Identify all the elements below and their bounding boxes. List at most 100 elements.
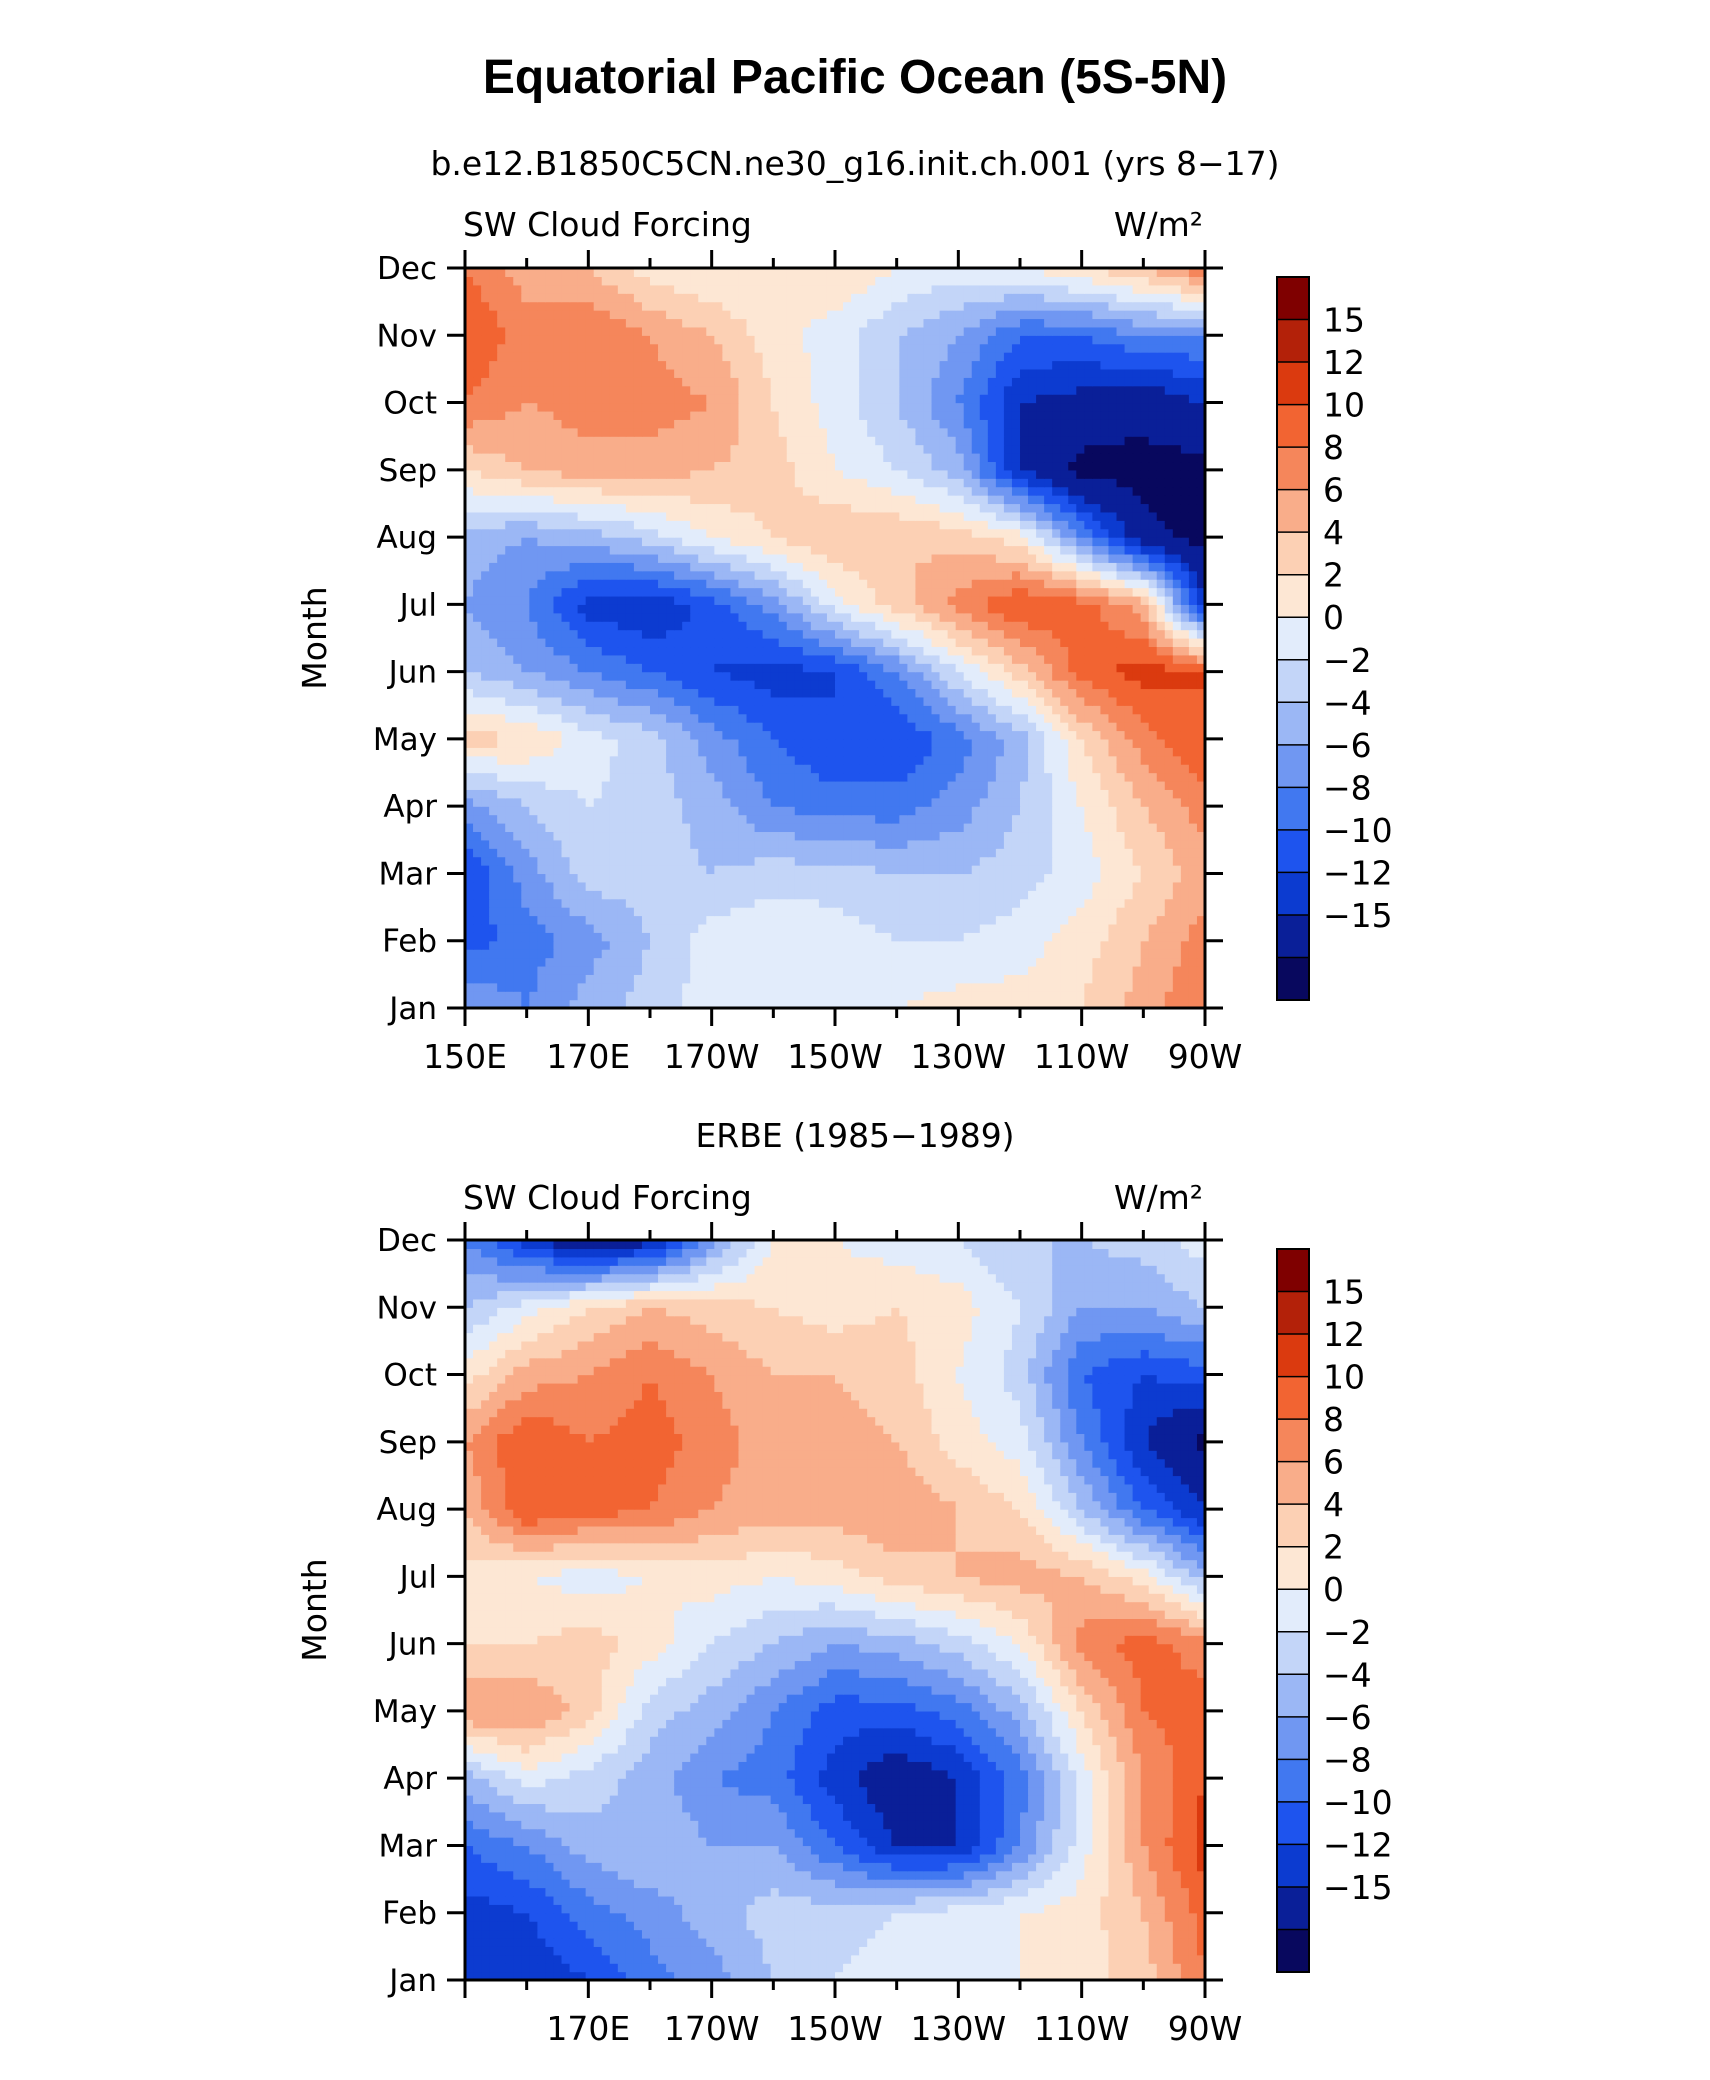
contour-cell [666, 789, 675, 798]
contour-cell [803, 722, 812, 731]
contour-cell [1036, 722, 1045, 731]
contour-cell [1092, 596, 1101, 605]
contour-cell [1125, 672, 1134, 681]
contour-cell [1157, 731, 1166, 740]
contour-cell [867, 840, 876, 849]
contour-cell [545, 688, 554, 697]
contour-cell [1181, 941, 1190, 950]
contour-cell [1036, 848, 1045, 857]
contour-cell [843, 739, 852, 748]
contour-cell [1036, 882, 1045, 891]
contour-cell [1068, 806, 1077, 815]
contour-cell [932, 865, 941, 874]
contour-cell [988, 899, 997, 908]
contour-cell [1157, 655, 1166, 664]
contour-cell [730, 697, 739, 706]
contour-cell [738, 865, 747, 874]
contour-cell [1165, 714, 1174, 723]
contour-cell [787, 882, 796, 891]
contour-cell [1060, 739, 1069, 748]
contour-cell [553, 571, 562, 580]
contour-cell [827, 571, 836, 580]
contour-cell [1117, 579, 1126, 588]
contour-cell [658, 646, 667, 655]
contour-cell [497, 991, 506, 1000]
contour-cell [771, 890, 780, 899]
contour-cell [956, 966, 965, 975]
contour-cell [1076, 747, 1085, 756]
contour-cell [690, 831, 699, 840]
contour-cell [521, 899, 530, 908]
contour-cell [867, 798, 876, 807]
contour-cell [505, 949, 514, 958]
contour-cell [1012, 907, 1021, 916]
contour-cell [940, 739, 949, 748]
contour-cell [940, 924, 949, 933]
contour-cell [1141, 554, 1150, 563]
contour-cell [980, 991, 989, 1000]
contour-cell [988, 781, 997, 790]
contour-cell [594, 916, 603, 925]
contour-cell [1181, 579, 1190, 588]
contour-cell [578, 941, 587, 950]
contour-cell [618, 655, 627, 664]
contour-cell [1100, 966, 1109, 975]
contour-cell [899, 916, 908, 925]
contour-cell [473, 798, 482, 807]
contour-cell [956, 680, 965, 689]
contour-cell [497, 764, 506, 773]
contour-cell [553, 756, 562, 765]
contour-cell [722, 899, 731, 908]
contour-cell [763, 554, 772, 563]
contour-cell [907, 588, 916, 597]
contour-cell [714, 764, 723, 773]
contour-cell [1141, 773, 1150, 782]
contour-cell [779, 747, 788, 756]
contour-cell [594, 739, 603, 748]
contour-cell [980, 630, 989, 639]
contour-cell [1044, 596, 1053, 605]
contour-cell [747, 773, 756, 782]
contour-cell [626, 916, 635, 925]
contour-cell [626, 739, 635, 748]
contour-cell [658, 621, 667, 630]
contour-cell [1108, 949, 1117, 958]
contour-cell [811, 604, 820, 613]
contour-cell [1020, 588, 1029, 597]
contour-cell [1012, 974, 1021, 983]
contour-cell [610, 630, 619, 639]
contour-cell [1173, 638, 1182, 647]
contour-cell [1181, 621, 1190, 630]
contour-cell [626, 722, 635, 731]
contour-cell [674, 966, 683, 975]
contour-cell [932, 949, 941, 958]
contour-cell [586, 823, 595, 832]
contour-cell [1173, 873, 1182, 882]
contour-cell [489, 571, 498, 580]
contour-cell [747, 890, 756, 899]
contour-cell [497, 781, 506, 790]
contour-cell [803, 907, 812, 916]
contour-cell [682, 680, 691, 689]
contour-cell [907, 621, 916, 630]
contour-cell [666, 798, 675, 807]
contour-cell [1181, 831, 1190, 840]
contour-cell [674, 815, 683, 824]
contour-cell [851, 949, 860, 958]
contour-cell [1084, 949, 1093, 958]
contour-cell [771, 848, 780, 857]
contour-cell [1004, 579, 1013, 588]
contour-cell [1189, 747, 1198, 756]
contour-cell [706, 899, 715, 908]
contour-cell [481, 974, 490, 983]
contour-cell [1068, 840, 1077, 849]
contour-cell [513, 579, 522, 588]
contour-cell [1076, 974, 1085, 983]
contour-cell [1117, 571, 1126, 580]
contour-cell [698, 831, 707, 840]
contour-cell [666, 714, 675, 723]
contour-cell [730, 722, 739, 731]
contour-cell [747, 655, 756, 664]
contour-cell [1133, 731, 1142, 740]
contour-cell [1189, 562, 1198, 571]
